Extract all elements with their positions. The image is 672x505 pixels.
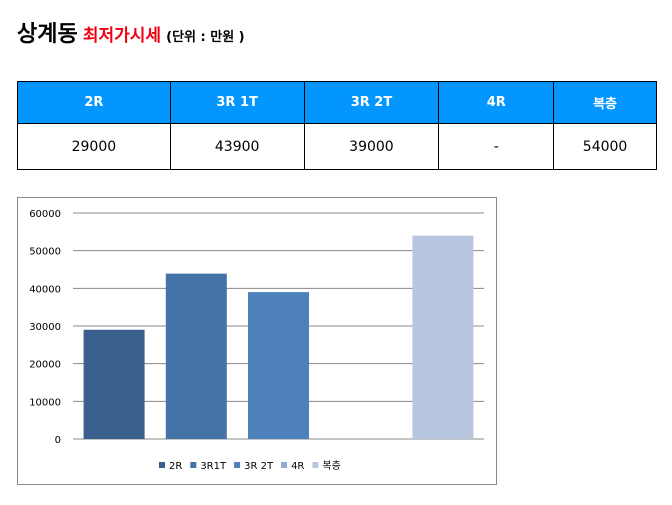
y-tick-label: 40000 bbox=[29, 284, 61, 295]
y-tick-label: 60000 bbox=[29, 209, 61, 220]
bar-2 bbox=[248, 292, 309, 439]
legend-label: 3R 2T bbox=[244, 461, 274, 472]
header-cell: 복층 bbox=[553, 81, 657, 124]
page-title: 상계동 최저가시세 (단위 : 만원 ) bbox=[17, 16, 245, 48]
legend-swatch bbox=[159, 462, 165, 468]
value-cell: 43900 bbox=[169, 123, 305, 170]
title-location: 상계동 bbox=[17, 22, 78, 47]
legend-label: 3R1T bbox=[200, 461, 227, 472]
title-unit: (단위 : 만원 ) bbox=[166, 30, 245, 45]
y-tick-label: 20000 bbox=[29, 360, 61, 371]
header-cell: 4R bbox=[438, 81, 555, 124]
bar-1 bbox=[165, 273, 227, 439]
header-cell: 3R 1T bbox=[169, 81, 305, 124]
legend-swatch bbox=[312, 462, 319, 468]
value-cell: 39000 bbox=[303, 123, 440, 170]
legend-label: 2R bbox=[169, 461, 182, 472]
y-tick-label: 30000 bbox=[29, 322, 61, 333]
table-row: 29000 43900 39000 - 54000 bbox=[17, 123, 657, 170]
bar-chart: 0 10000 20000 30000 40000 50000 60000 2R 3R1T 3R … bbox=[17, 197, 497, 485]
table-header-row: 2R 3R 1T 3R 2T 4R 복층 bbox=[17, 81, 657, 124]
chart-svg: 0 10000 20000 30000 40000 50000 60000 2R 3R1T 3R … bbox=[29, 209, 484, 472]
y-tick-label: 50000 bbox=[29, 247, 61, 258]
y-tick-label: 0 bbox=[55, 435, 61, 446]
legend-label: 4R bbox=[291, 461, 304, 472]
value-cell: 29000 bbox=[17, 123, 171, 170]
legend-label: 복층 bbox=[322, 460, 340, 472]
legend-swatch bbox=[190, 462, 197, 468]
value-cell: 54000 bbox=[553, 123, 657, 170]
header-cell: 2R bbox=[17, 81, 171, 124]
value-cell: - bbox=[438, 123, 555, 170]
legend-swatch bbox=[281, 462, 288, 468]
bar-4 bbox=[412, 235, 474, 439]
price-table: 2R 3R 1T 3R 2T 4R 복층 29000 43900 39000 -… bbox=[17, 81, 657, 170]
y-tick-label: 10000 bbox=[29, 397, 61, 408]
bar-0 bbox=[83, 329, 145, 439]
header-cell: 3R 2T bbox=[303, 81, 440, 124]
title-label: 최저가시세 bbox=[82, 26, 162, 46]
legend-swatch bbox=[234, 462, 241, 468]
